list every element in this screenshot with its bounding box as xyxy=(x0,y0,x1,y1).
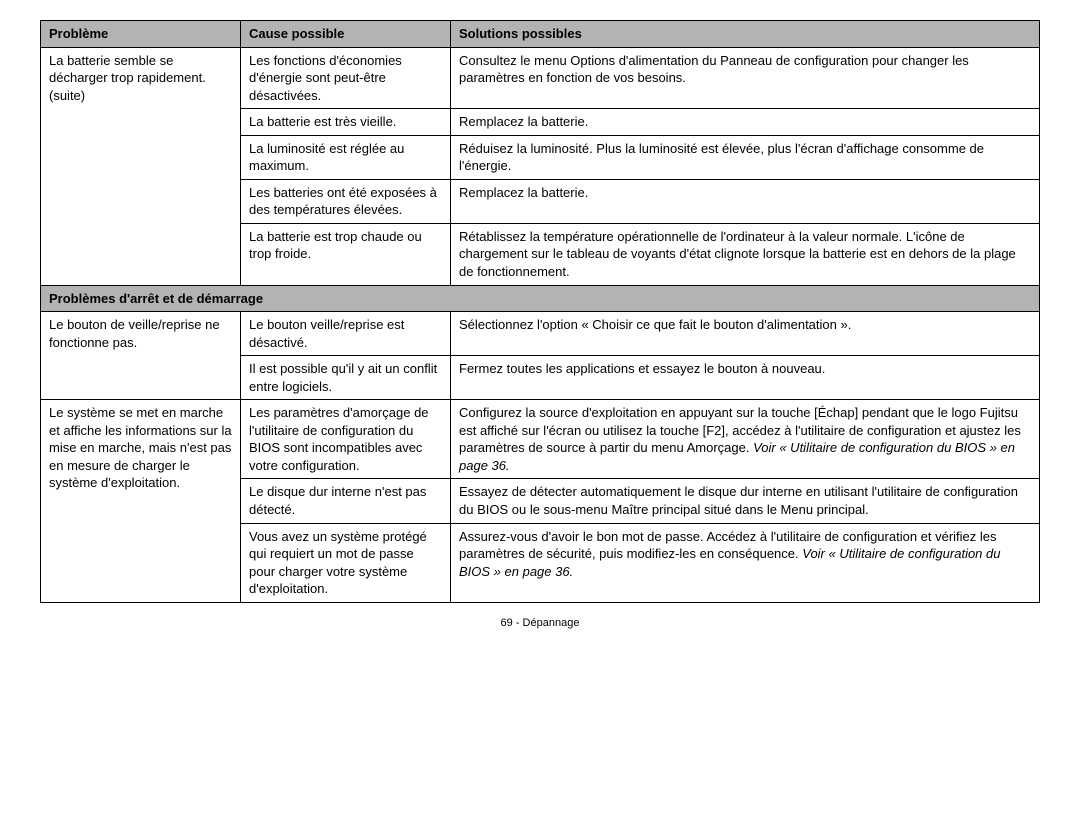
troubleshooting-table: Problème Cause possible Solutions possib… xyxy=(40,20,1040,603)
solution-cell: Sélectionnez l'option « Choisir ce que f… xyxy=(451,312,1040,356)
header-solution: Solutions possibles xyxy=(451,21,1040,48)
solution-cell: Fermez toutes les applications et essaye… xyxy=(451,356,1040,400)
table-row: Le système se met en marche et affiche l… xyxy=(41,400,1040,479)
cause-cell: La batterie est trop chaude ou trop froi… xyxy=(241,223,451,285)
solution-cell: Essayez de détecter automatiquement le d… xyxy=(451,479,1040,523)
solution-cell: Consultez le menu Options d'alimentation… xyxy=(451,47,1040,109)
solution-cell: Configurez la source d'exploitation en a… xyxy=(451,400,1040,479)
cause-cell: Les fonctions d'économies d'énergie sont… xyxy=(241,47,451,109)
cause-cell: Le disque dur interne n'est pas détecté. xyxy=(241,479,451,523)
problem-cell: La batterie semble se décharger trop rap… xyxy=(41,47,241,285)
solution-cell: Remplacez la batterie. xyxy=(451,179,1040,223)
cause-cell: Le bouton veille/reprise est désactivé. xyxy=(241,312,451,356)
table-header-row: Problème Cause possible Solutions possib… xyxy=(41,21,1040,48)
solution-cell: Remplacez la batterie. xyxy=(451,109,1040,136)
table-row: La batterie semble se décharger trop rap… xyxy=(41,47,1040,109)
problem-cell: Le bouton de veille/reprise ne fonctionn… xyxy=(41,312,241,400)
table-row: Le bouton de veille/reprise ne fonctionn… xyxy=(41,312,1040,356)
cause-cell: La luminosité est réglée au maximum. xyxy=(241,135,451,179)
cause-cell: La batterie est très vieille. xyxy=(241,109,451,136)
cause-cell: Vous avez un système protégé qui requier… xyxy=(241,523,451,602)
problem-cell: Le système se met en marche et affiche l… xyxy=(41,400,241,602)
cause-cell: Les batteries ont été exposées à des tem… xyxy=(241,179,451,223)
header-problem: Problème xyxy=(41,21,241,48)
section-header-row: Problèmes d'arrêt et de démarrage xyxy=(41,285,1040,312)
cause-cell: Il est possible qu'il y ait un conflit e… xyxy=(241,356,451,400)
section-header-cell: Problèmes d'arrêt et de démarrage xyxy=(41,285,1040,312)
solution-text: Essayez de détecter automatiquement le d… xyxy=(459,484,1018,517)
cause-cell: Les paramètres d'amorçage de l'utilitair… xyxy=(241,400,451,479)
document-page: Problème Cause possible Solutions possib… xyxy=(0,0,1080,639)
solution-cell: Assurez-vous d'avoir le bon mot de passe… xyxy=(451,523,1040,602)
solution-cell: Réduisez la luminosité. Plus la luminosi… xyxy=(451,135,1040,179)
solution-cell: Rétablissez la température opérationnell… xyxy=(451,223,1040,285)
header-cause: Cause possible xyxy=(241,21,451,48)
page-footer: 69 - Dépannage xyxy=(40,617,1040,629)
